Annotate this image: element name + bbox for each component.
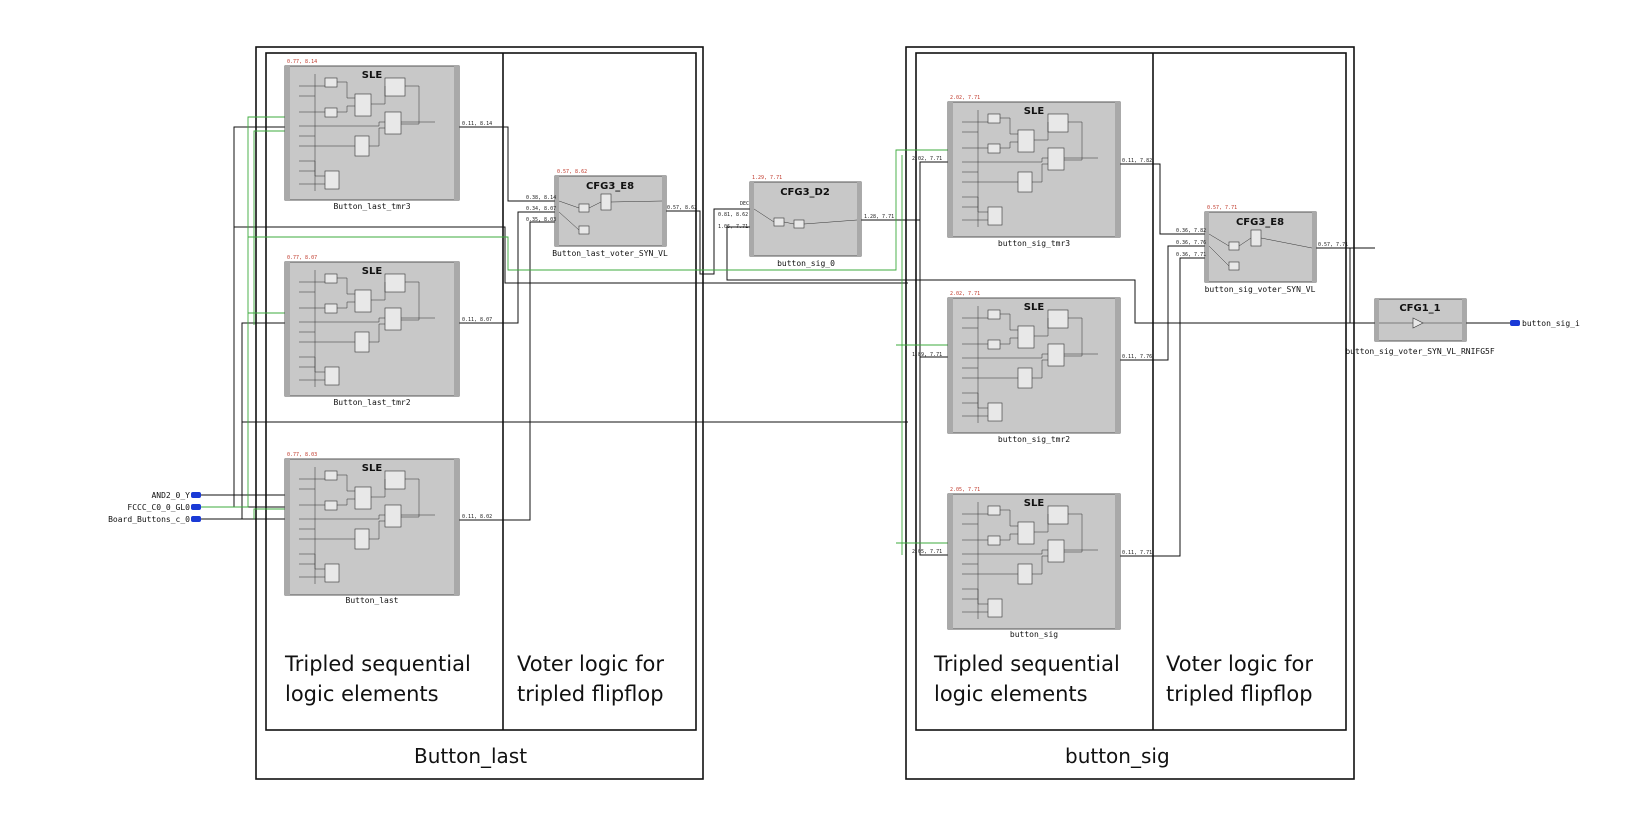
cell-type-label: SLE <box>1024 302 1045 313</box>
sle-cell[interactable]: SLE <box>284 65 460 201</box>
caption-voter-line2: tripled flipflop <box>517 682 664 706</box>
cell-in-timing: 0.38, 8.14 <box>526 195 556 201</box>
cfg3-e8-cell[interactable]: CFG3_E8 <box>554 175 667 247</box>
cfg3-d2-cell[interactable]: CFG3_D2 <box>749 181 862 257</box>
cell-timing: 0.77, 8.03 <box>287 452 317 458</box>
caption-sequential-line1: Tripled sequential <box>933 652 1120 676</box>
port-board-buttons-label: Board_Buttons_c_0 <box>108 515 190 524</box>
caption-sequential-line2: logic elements <box>934 682 1088 706</box>
caption-voter-line2: tripled flipflop <box>1166 682 1313 706</box>
cell-type-label: CFG3_E8 <box>1236 217 1284 228</box>
cell-type-label: SLE <box>362 266 383 277</box>
group-frame-outer <box>905 46 1355 780</box>
group-button-sig: Tripled sequential logic elements Voter … <box>905 46 1355 780</box>
group-frame-outer <box>255 46 704 780</box>
cell-timing: 2.02, 7.71 <box>950 95 980 101</box>
cell-in-timing: 1.06, 7.71 <box>718 224 748 230</box>
cell-instance-name: button_sig_voter_SYN_VL <box>1205 285 1316 294</box>
cell-timing: 2.05, 7.71 <box>950 487 980 493</box>
cell-instance-name: button_sig_tmr3 <box>998 239 1070 248</box>
port-and2-label: AND2_0_Y <box>151 491 190 500</box>
cell-instance-name: Button_last_tmr2 <box>333 398 410 407</box>
group-label: Button_last <box>414 744 527 768</box>
cell-instance-name: button_sig <box>1010 630 1058 639</box>
cell-type-label: SLE <box>362 463 383 474</box>
cell-instance-name: button_sig_voter_SYN_VL_RNIFG5F <box>1345 347 1494 356</box>
input-pin-icon[interactable] <box>191 504 201 510</box>
cell-timing: 0.77, 8.07 <box>287 255 317 261</box>
cfg3-e8-cell[interactable]: CFG3_E8 <box>1204 211 1317 283</box>
group-label: button_sig <box>1065 744 1170 768</box>
cell-in-timing: 0.81, 8.62 <box>718 212 748 218</box>
cell-instance-name: Button_last_voter_SYN_VL <box>552 249 668 258</box>
group-frame-inner <box>265 52 697 731</box>
input-ports: AND2_0_Y FCCC_C0_0_GL0 Board_Buttons_c_0 <box>108 491 201 524</box>
cell-in-timing: 2.05, 7.71 <box>912 549 942 555</box>
group-button-last: Tripled sequential logic elements Voter … <box>255 46 704 780</box>
cell-type-label: CFG3_E8 <box>586 181 634 192</box>
cell-out-timing: 0.57, 7.71 <box>1318 242 1348 248</box>
cell-out-timing: 0.57, 8.62 <box>667 205 697 211</box>
cell-type-label: CFG1_1 <box>1399 303 1440 314</box>
cell-in-timing: 0.36, 7.82 <box>1176 228 1206 234</box>
cell-type-label: SLE <box>1024 498 1045 509</box>
cell-timing: 2.02, 7.71 <box>950 291 980 297</box>
cell-in-timing: 1.89, 7.71 <box>912 352 942 358</box>
cell-instance-name: Button_last <box>346 596 399 605</box>
output-port: button_sig_i <box>1510 319 1580 328</box>
caption-sequential-line1: Tripled sequential <box>284 652 471 676</box>
sle-cell[interactable]: SLE <box>284 458 460 596</box>
cell-in-timing: 0.34, 8.07 <box>526 206 556 212</box>
input-pin-icon[interactable] <box>191 516 201 522</box>
input-pin-icon[interactable] <box>191 492 201 498</box>
group-frame-inner <box>915 52 1347 731</box>
cell-instance-name: button_sig_0 <box>777 259 835 268</box>
cell-in-timing: 0.36, 7.76 <box>1176 240 1206 246</box>
cell-out-timing: 0.11, 8.02 <box>462 514 492 520</box>
caption-sequential-line2: logic elements <box>285 682 439 706</box>
cell-in-timing: 2.02, 7.71 <box>912 156 942 162</box>
cell-out-timing: 0.11, 8.07 <box>462 317 492 323</box>
cell-out-timing: 1.28, 7.71 <box>864 214 894 220</box>
cell-out-timing: 0.11, 7.71 <box>1122 550 1152 556</box>
cell-type-label: CFG3_D2 <box>780 187 830 198</box>
cell-instance-name: button_sig_tmr2 <box>998 435 1070 444</box>
port-fccc-label: FCCC_C0_0_GL0 <box>127 503 190 512</box>
sle-cell[interactable]: SLE <box>947 493 1121 630</box>
caption-voter-line1: Voter logic for <box>1166 652 1313 676</box>
caption-voter-line1: Voter logic for <box>517 652 664 676</box>
sle-cell[interactable]: SLE <box>284 261 460 397</box>
cell-in-timing: 0.36, 7.71 <box>1176 252 1206 258</box>
port-output-label: button_sig_i <box>1522 319 1580 328</box>
cell-timing: 0.57, 8.62 <box>557 169 587 175</box>
cfg1-cell[interactable]: CFG1_1 <box>1374 298 1467 342</box>
cell-tag: DEC <box>740 201 749 207</box>
output-pin-icon[interactable] <box>1510 320 1520 326</box>
cell-timing: 1.29, 7.71 <box>752 175 782 181</box>
cell-out-timing: 0.11, 7.76 <box>1122 354 1152 360</box>
cell-type-label: SLE <box>1024 106 1045 117</box>
cell-instance-name: Button_last_tmr3 <box>333 202 410 211</box>
cell-timing: 0.57, 7.71 <box>1207 205 1237 211</box>
cell-timing: 0.77, 8.14 <box>287 59 317 65</box>
cell-in-timing: 0.35, 8.03 <box>526 217 556 223</box>
sle-cell[interactable]: SLE <box>947 297 1121 434</box>
clock-net-wires <box>198 116 948 555</box>
cell-out-timing: 0.11, 7.82 <box>1122 158 1152 164</box>
sle-cell[interactable]: SLE <box>947 101 1121 238</box>
cell-out-timing: 0.11, 8.14 <box>462 121 492 127</box>
cell-type-label: SLE <box>362 70 383 81</box>
